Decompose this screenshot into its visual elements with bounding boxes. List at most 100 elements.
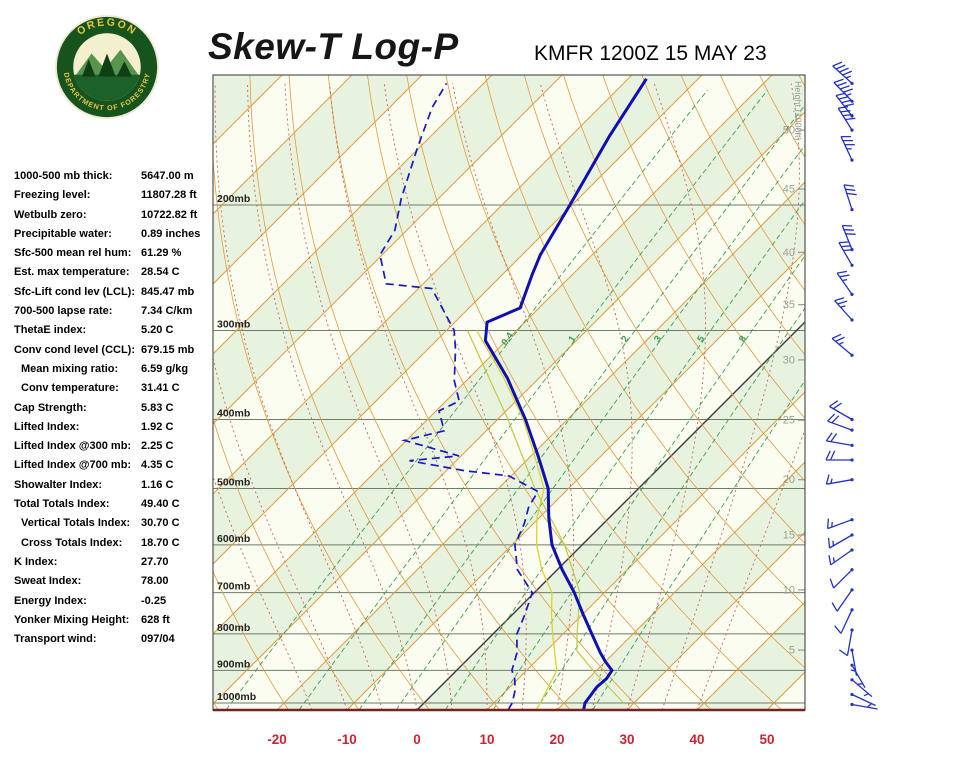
svg-text:1: 1	[566, 333, 578, 344]
index-value: 31.41 C	[141, 382, 180, 395]
svg-text:-10: -10	[337, 732, 357, 747]
index-value: 845.47 mb	[141, 285, 195, 298]
index-label: Yonker Mixing Height:	[14, 613, 130, 626]
svg-text:200mb: 200mb	[217, 193, 250, 205]
index-value: 49.40 C	[141, 498, 180, 511]
wetbulb-trace	[476, 330, 558, 710]
moist-adiabats	[213, 83, 805, 710]
svg-text:10: 10	[479, 732, 494, 747]
height-axis: 50 45 40 35 30 25 20 15 10 5 Height (1000ft)	[783, 81, 805, 657]
svg-text:600mb: 600mb	[217, 533, 250, 545]
svg-text:5: 5	[695, 333, 707, 344]
svg-text:1000mb: 1000mb	[217, 691, 256, 703]
svg-text:300mb: 300mb	[217, 319, 250, 331]
index-row: Cross Totals Index: 18.70 C	[14, 534, 213, 553]
index-label: Cross Totals Index:	[21, 536, 123, 549]
pressure-labels: 200mb 300mb 400mb 500mb 600mb 700mb 800mb 900mb…	[217, 193, 256, 703]
svg-text:50: 50	[783, 125, 795, 137]
index-label: Transport wind:	[14, 633, 97, 646]
svg-text:3: 3	[652, 334, 664, 345]
svg-text:30: 30	[619, 732, 634, 747]
isobar-lines	[213, 204, 805, 704]
index-label: Conv cond level (CCL):	[14, 343, 136, 356]
index-row: Sweat Index: 78.00	[14, 572, 213, 591]
index-value: 1.16 C	[141, 478, 174, 491]
index-label: Wetbulb zero:	[14, 208, 87, 221]
index-label: 1000-500 mb thick:	[14, 170, 113, 182]
index-row: Vertical Totals Index: 30.70 C	[14, 514, 213, 533]
index-value: 28.54 C	[141, 266, 180, 279]
index-value: 6.59 g/kg	[141, 362, 189, 375]
plot-area	[213, 75, 805, 710]
index-row: Yonker Mixing Height: 628 ft	[14, 611, 213, 630]
svg-text:20: 20	[783, 474, 795, 486]
index-label: Est. max temperature:	[14, 266, 130, 279]
index-label: Lifted Index @300 mb:	[14, 440, 132, 453]
index-label: Showalter Index:	[14, 478, 103, 491]
index-value: -0.25	[141, 594, 167, 607]
index-row: Est. max temperature: 28.54 C	[14, 263, 213, 282]
index-row: Conv cond level (CCL): 679.15 mb	[14, 341, 213, 360]
index-row: Sfc-500 mean rel hum: 61.29 %	[14, 244, 213, 263]
index-row: Lifted Index @300 mb: 2.25 C	[14, 437, 213, 456]
index-row: Energy Index: -0.25	[14, 592, 213, 611]
svg-text:35: 35	[783, 299, 795, 311]
index-value: 2.25 C	[141, 440, 174, 453]
temp-axis-labels: -20 -10 0 10 20 30 40 50	[267, 732, 774, 747]
index-value: 1.92 C	[141, 420, 174, 433]
temperature-trace	[483, 77, 648, 710]
index-row: 700-500 lapse rate: 7.34 C/km	[14, 302, 213, 321]
index-value: 7.34 C/km	[141, 305, 193, 318]
index-label: 700-500 lapse rate:	[14, 305, 113, 318]
wind-barbs	[825, 61, 878, 710]
parcel-trace	[466, 330, 624, 704]
index-label: Precipitable water:	[14, 227, 112, 240]
index-row: K Index: 27.70	[14, 553, 213, 572]
svg-text:40: 40	[689, 732, 704, 747]
dry-adiabats	[213, 75, 805, 710]
index-value: 4.35 C	[141, 459, 174, 472]
index-label: Sfc-Lift cond lev (LCL):	[14, 285, 135, 298]
station-time-label: KMFR 1200Z 15 MAY 23	[534, 42, 767, 65]
svg-text:-20: -20	[267, 732, 287, 747]
index-row: Sfc-Lift cond lev (LCL): 845.47 mb	[14, 283, 213, 302]
index-value: 679.15 mb	[141, 343, 195, 356]
index-value: 61.29 %	[141, 247, 182, 260]
isotherm-lines	[213, 75, 805, 710]
height-axis-title: Height (1000ft)	[793, 81, 803, 141]
dewpoint-trace	[379, 82, 540, 710]
svg-text:2: 2	[619, 334, 631, 345]
svg-text:30: 30	[783, 354, 795, 366]
index-row: Mean mixing ratio: 6.59 g/kg	[14, 360, 213, 379]
index-value: 5647.00 m	[141, 170, 194, 182]
svg-text:10: 10	[783, 584, 795, 596]
index-value: 5.83 C	[141, 401, 174, 414]
index-label: Total Totals Index:	[14, 498, 110, 511]
svg-text:5: 5	[789, 645, 795, 657]
index-row: ThetaE index: 5.20 C	[14, 321, 213, 340]
index-value: 628 ft	[141, 613, 170, 626]
svg-text:45: 45	[783, 184, 795, 196]
svg-text:0: 0	[413, 732, 421, 747]
index-value: 78.00	[141, 575, 169, 588]
index-value: 11807.28 ft	[141, 189, 197, 202]
index-label: ThetaE index:	[14, 324, 87, 337]
index-label: Sfc-500 mean rel hum:	[14, 247, 132, 260]
svg-text:20: 20	[549, 732, 564, 747]
index-label: Energy Index:	[14, 594, 87, 607]
index-row: Total Totals Index: 49.40 C	[14, 495, 213, 514]
svg-text:500mb: 500mb	[217, 477, 250, 489]
odf-logo: OREGON DEPARTMENT OF FORESTRY	[54, 14, 160, 120]
index-row: Wetbulb zero: 10722.82 ft	[14, 206, 213, 225]
svg-text:25: 25	[783, 415, 795, 427]
index-row: Cap Strength: 5.83 C	[14, 399, 213, 418]
index-label: K Index:	[14, 555, 58, 568]
svg-text:40: 40	[783, 247, 795, 259]
index-label: Cap Strength:	[14, 401, 87, 414]
svg-text:700mb: 700mb	[217, 581, 250, 593]
index-value: 0.89 inches	[141, 227, 201, 240]
index-row: Freezing level: 11807.28 ft	[14, 186, 213, 205]
svg-text:50: 50	[759, 732, 774, 747]
mixing-ratio-lines	[225, 89, 805, 710]
